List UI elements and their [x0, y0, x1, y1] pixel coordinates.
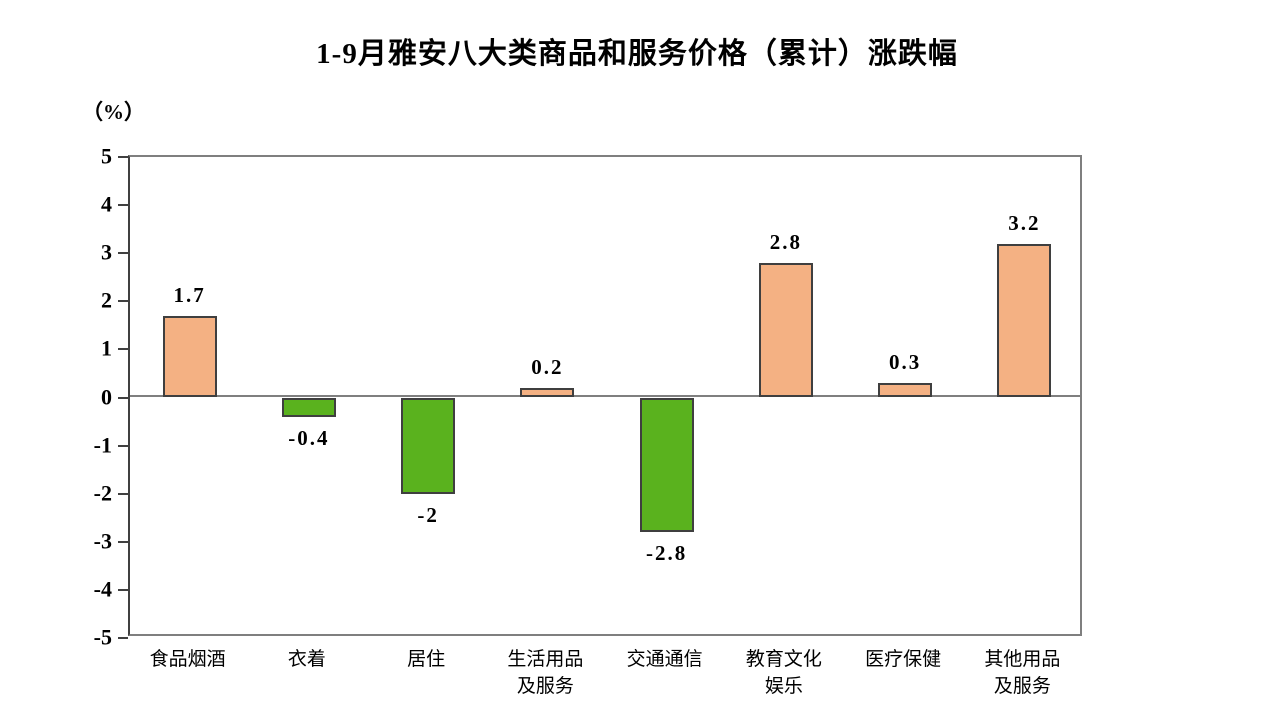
y-axis-tick-label: 0	[101, 384, 112, 410]
y-axis-unit-label: （%）	[82, 100, 145, 124]
y-axis-tick-label: -1	[93, 432, 112, 458]
y-axis-tick-label: -4	[93, 576, 112, 602]
bar-value-label: 0.3	[889, 350, 922, 375]
y-axis-tick	[118, 252, 128, 255]
bar	[401, 397, 456, 494]
y-axis-tick	[118, 396, 128, 399]
y-axis-tick-label: -2	[93, 480, 112, 506]
y-axis-tick	[118, 637, 128, 639]
y-axis-tick-label: 2	[101, 287, 112, 313]
y-axis-tick	[118, 444, 128, 447]
y-axis-tick	[118, 348, 128, 351]
x-axis-category-label: 教育文化 娱乐	[745, 649, 822, 697]
y-axis-tick-label: 1	[101, 335, 112, 361]
x-axis-category-label: 居住	[407, 649, 446, 670]
x-axis-category-label: 医疗保健	[865, 649, 942, 670]
bar-value-label: -0.4	[288, 425, 330, 450]
bar-value-label: -2.8	[646, 541, 688, 566]
bar-value-label: -2	[417, 502, 439, 527]
chart-title: 1-9月雅安八大类商品和服务价格（累计）涨跌幅	[316, 38, 958, 70]
x-axis-category-label: 食品烟酒	[149, 649, 226, 670]
y-axis-tick	[118, 204, 128, 207]
bar	[520, 387, 575, 398]
bar-value-label: 2.8	[769, 229, 802, 254]
y-axis-tick	[118, 156, 128, 158]
y-axis-tick-label: -3	[93, 528, 112, 554]
y-axis-tick-label: -5	[93, 624, 112, 650]
bar	[758, 262, 813, 398]
y-axis-tick	[118, 540, 128, 543]
x-axis-labels: 食品烟酒 衣着 居住 生活用品 及服务 交通通信 教育文化 娱乐 医疗保健 其他用品 及服务	[128, 646, 1082, 716]
bar	[281, 397, 336, 417]
bar	[162, 315, 217, 398]
bar	[997, 243, 1052, 398]
y-axis-tick-label: 3	[101, 239, 112, 265]
y-axis-tick	[118, 300, 128, 303]
y-axis-tick	[118, 492, 128, 495]
bar	[639, 397, 694, 533]
x-axis-category-label: 交通通信	[626, 649, 703, 670]
x-axis-category-label: 衣着	[287, 649, 326, 670]
plot-area: 5 4 3 2 1 0 -1 -2 -3 -4 -5 1.7 -0.4 -2 0.2 -2.8 2.8 0.3 3…	[94, 145, 1082, 648]
x-axis-category-label: 其他用品 及服务	[984, 649, 1061, 697]
bar-value-label: 0.2	[531, 354, 564, 379]
zero-axis-line	[130, 394, 1080, 397]
bar-value-label: 3.2	[1008, 210, 1041, 235]
y-axis-tick-label: 5	[101, 143, 112, 169]
bar	[878, 383, 933, 398]
bar-value-label: 1.7	[173, 282, 206, 307]
y-axis-tick	[118, 588, 128, 591]
y-axis-tick-label: 4	[101, 191, 112, 217]
x-axis-category-label: 生活用品 及服务	[507, 649, 584, 697]
